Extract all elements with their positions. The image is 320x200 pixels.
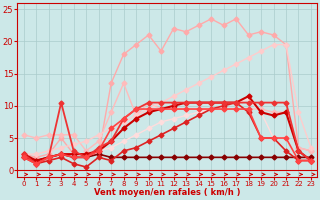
X-axis label: Vent moyen/en rafales ( km/h ): Vent moyen/en rafales ( km/h ) <box>94 188 241 197</box>
